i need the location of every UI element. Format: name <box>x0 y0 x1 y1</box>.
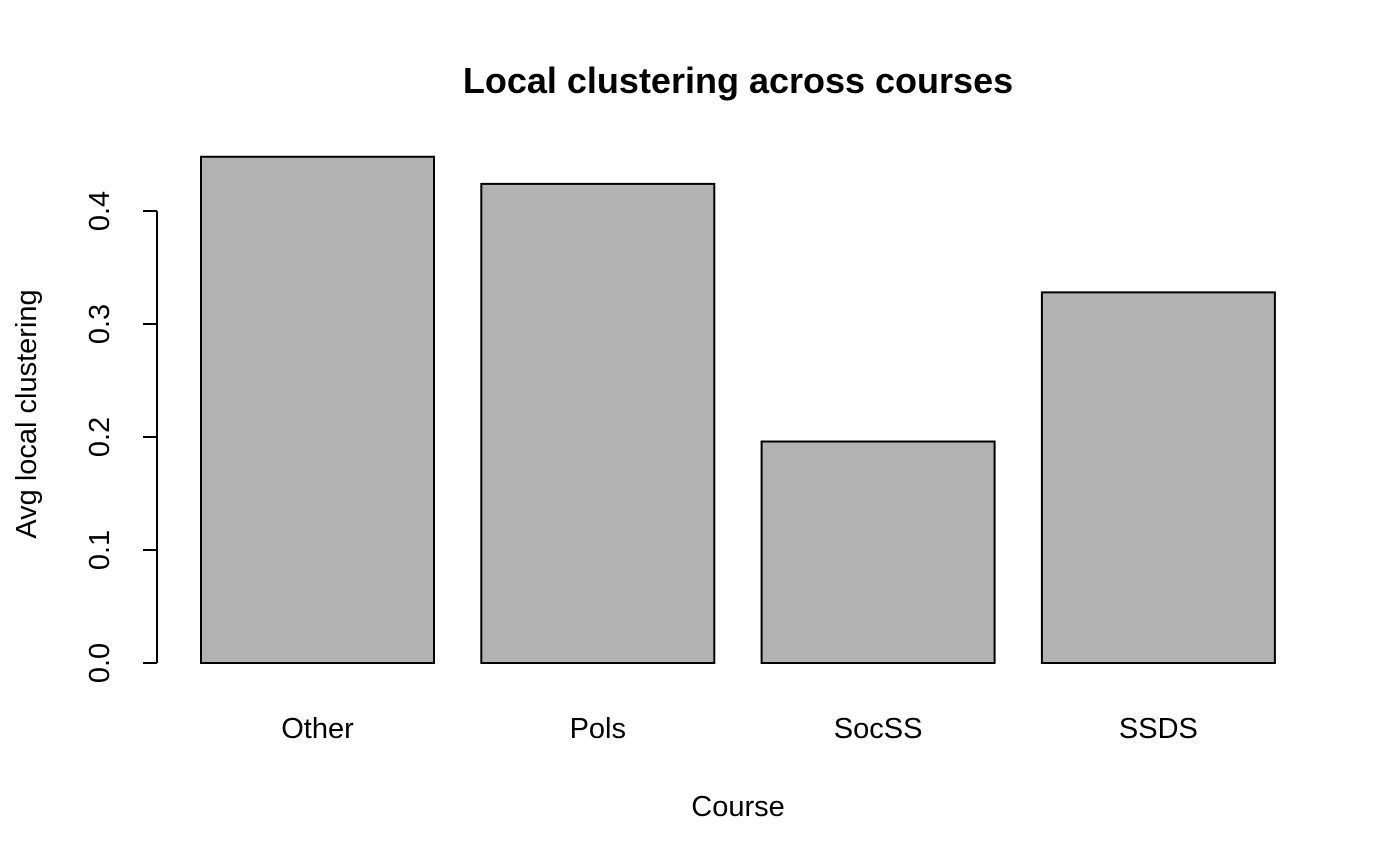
bars-group <box>200 155 1276 664</box>
x-tick-label: SocSS <box>834 713 923 745</box>
y-axis: 0.0 0.1 0.2 0.3 0.4 <box>84 191 158 683</box>
bar-pols <box>480 182 716 664</box>
bar-socss <box>760 440 996 664</box>
bar-other <box>200 155 435 664</box>
chart-title: Local clustering across courses <box>463 60 1013 101</box>
y-tick-label: 0.3 <box>84 304 116 344</box>
y-axis-label: Avg local clustering <box>11 289 43 538</box>
x-tick-label: SSDS <box>1119 713 1198 745</box>
y-tick-label: 0.1 <box>84 530 116 570</box>
y-tick-label: 0.0 <box>84 643 116 683</box>
x-tick-label: Pols <box>570 713 626 745</box>
x-axis-label: Course <box>691 791 785 823</box>
y-tick-label: 0.4 <box>84 191 116 231</box>
x-tick-label: Other <box>281 713 354 745</box>
y-tick-label: 0.2 <box>84 417 116 457</box>
bar-ssds <box>1040 291 1276 664</box>
x-axis-labels: Other Pols SocSS SSDS <box>281 713 1198 745</box>
